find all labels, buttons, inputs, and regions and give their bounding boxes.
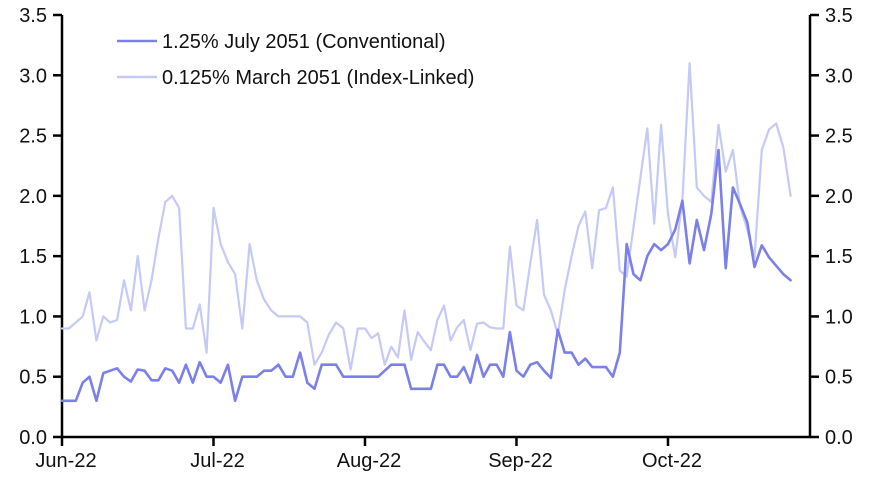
x-tick-label: Sep-22 [488,450,553,472]
x-tick-label: Oct-22 [642,450,702,472]
y-tick-label-right: 0.0 [825,427,853,449]
x-tick-label: Jun-22 [35,450,96,472]
x-tick-label: Aug-22 [337,450,402,472]
series-line-index-linked [60,62,792,371]
x-tick-label: Jul-22 [190,450,244,472]
y-tick-label-left: 1.5 [19,246,47,268]
y-tick-label-left: 2.0 [19,186,47,208]
y-tick-label-right: 3.5 [825,5,853,27]
legend-label: 1.25% July 2051 (Conventional) [162,31,446,53]
y-tick-label-left: 3.5 [19,5,47,27]
y-tick-label-right: 2.0 [825,186,853,208]
y-tick-label-left: 2.5 [19,126,47,148]
y-tick-label-right: 0.5 [825,367,853,389]
legend-label: 0.125% March 2051 (Index-Linked) [162,67,474,89]
y-tick-label-left: 1.0 [19,306,47,328]
y-tick-label-right: 3.0 [825,65,853,87]
y-tick-label-left: 3.0 [19,65,47,87]
y-tick-label-left: 0.5 [19,367,47,389]
series-line-conventional [60,148,792,403]
y-tick-label-right: 2.5 [825,126,853,148]
y-tick-label-left: 0.0 [19,427,47,449]
y-tick-label-right: 1.0 [825,306,853,328]
y-tick-label-right: 1.5 [825,246,853,268]
